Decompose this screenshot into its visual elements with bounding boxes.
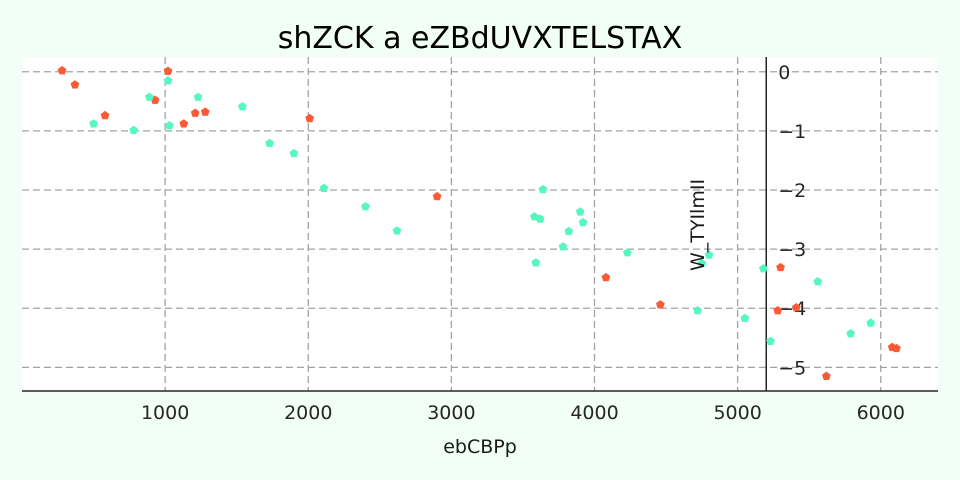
data-point [361, 201, 370, 211]
data-point [791, 303, 801, 312]
x-tick-label: 6000 [857, 402, 905, 424]
data-point [190, 108, 200, 117]
data-point [238, 102, 247, 111]
data-point [57, 66, 67, 75]
data-point [145, 92, 154, 101]
data-point [392, 226, 402, 235]
y-tick-label: −3 [778, 239, 806, 261]
data-point [866, 318, 876, 327]
x-axis-label: ebCBPp [443, 436, 517, 458]
data-point [319, 183, 329, 192]
data-point [163, 66, 173, 75]
y-tick-label: −2 [778, 180, 806, 202]
data-point [740, 313, 750, 323]
y-axis-label: W_TYIlmII [687, 179, 709, 271]
data-point [564, 226, 574, 236]
data-point [163, 76, 173, 85]
data-point [179, 119, 189, 128]
data-point [100, 110, 110, 120]
chart-title: shZCK a eZBdUVXTELSTAX [278, 21, 683, 56]
data-point [289, 148, 299, 158]
x-tick-label: 2000 [284, 402, 332, 424]
data-point [305, 113, 315, 123]
data-point [776, 262, 785, 272]
data-point [773, 306, 783, 315]
data-point [432, 191, 442, 201]
data-point [200, 107, 210, 116]
data-point [558, 242, 568, 251]
data-point [693, 306, 702, 315]
data-point [655, 300, 665, 309]
y-tick-label: −5 [778, 357, 806, 379]
data-point [129, 125, 139, 135]
y-tick-label: 0 [778, 62, 790, 84]
data-point [759, 264, 768, 273]
data-point [89, 119, 98, 128]
data-point [165, 120, 174, 130]
plot-background [22, 57, 938, 391]
y-tick-label: −1 [778, 121, 806, 143]
data-point [846, 329, 856, 338]
data-point [531, 258, 541, 267]
data-point [821, 371, 831, 380]
data-point [766, 336, 775, 346]
data-point [697, 258, 707, 268]
data-point [535, 214, 545, 223]
y-tick-label: −4 [778, 298, 806, 320]
plot-area: 1000 2000 3000 4000 5000 6000 0 −1 −2 −3 −4 −5 [22, 57, 938, 424]
data-point [538, 184, 548, 194]
data-point [623, 248, 632, 257]
x-tick-label: 5000 [713, 402, 761, 424]
data-point [892, 343, 901, 353]
x-tick-label: 4000 [570, 402, 618, 424]
data-point [704, 250, 714, 259]
data-point [813, 277, 823, 286]
data-point [70, 80, 80, 89]
data-point [193, 92, 203, 101]
x-tick-label: 1000 [141, 402, 189, 424]
data-point [575, 207, 585, 216]
data-point [265, 138, 274, 148]
x-tick-label: 3000 [427, 402, 475, 424]
data-point [601, 272, 611, 282]
data-point [578, 217, 588, 227]
